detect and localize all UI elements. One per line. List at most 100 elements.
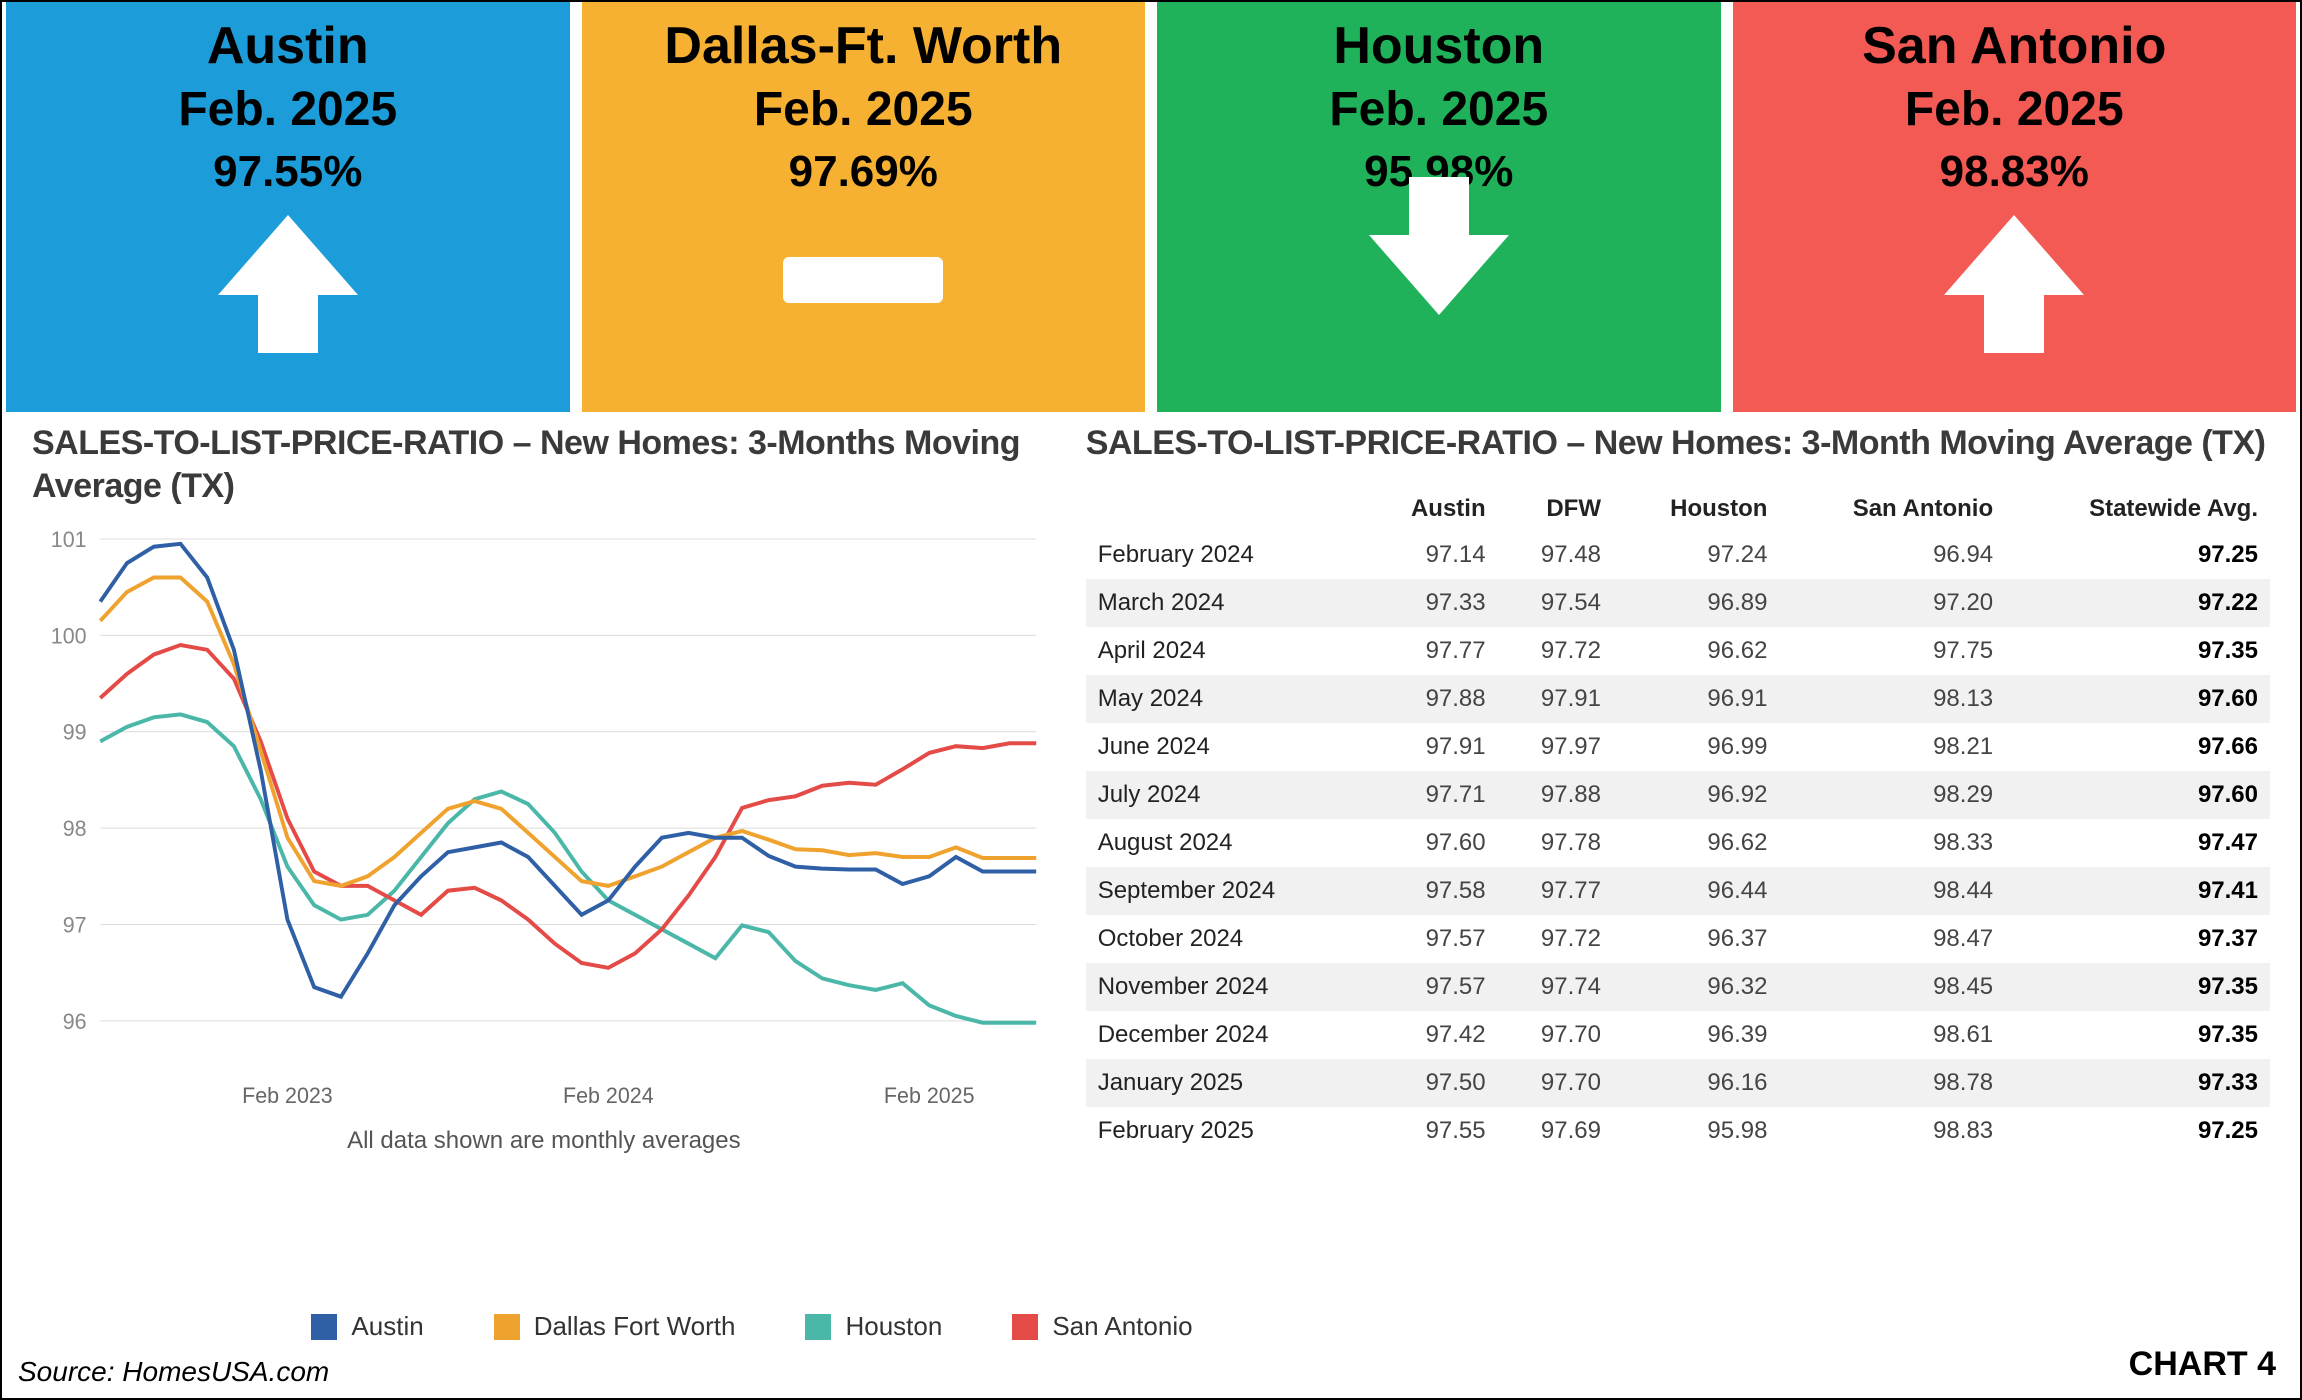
table-cell: 97.35: [2005, 627, 2270, 675]
table-cell: 96.62: [1613, 627, 1779, 675]
svg-text:Feb 2024: Feb 2024: [563, 1083, 654, 1108]
table-cell: 97.33: [2005, 1059, 2270, 1107]
table-col-header: Austin: [1362, 487, 1497, 531]
stat-card-houston: Houston Feb. 2025 95.98%: [1157, 2, 1721, 412]
table-col-header: DFW: [1498, 487, 1613, 531]
table-cell: 97.60: [2005, 771, 2270, 819]
table-cell: February 2025: [1086, 1107, 1363, 1155]
svg-text:96: 96: [63, 1009, 87, 1034]
table-row: August 202497.6097.7896.6298.3397.47: [1086, 819, 2270, 867]
table-cell: 96.44: [1613, 867, 1779, 915]
table-cell: 97.41: [2005, 867, 2270, 915]
card-period: Feb. 2025: [582, 82, 1146, 137]
source-attribution: Source: HomesUSA.com: [18, 1356, 329, 1388]
table-cell: August 2024: [1086, 819, 1363, 867]
table-cell: 97.69: [1498, 1107, 1613, 1155]
table-row: December 202497.4297.7096.3998.6197.35: [1086, 1011, 2270, 1059]
chart-number-label: CHART 4: [2129, 1345, 2276, 1384]
table-cell: 97.14: [1362, 531, 1497, 579]
table-cell: 97.78: [1498, 819, 1613, 867]
table-cell: 97.72: [1498, 627, 1613, 675]
legend-label: Austin: [351, 1311, 423, 1342]
card-value: 97.69%: [582, 147, 1146, 197]
legend-item: San Antonio: [1012, 1311, 1192, 1342]
table-cell: 96.37: [1613, 915, 1779, 963]
table-cell: 96.16: [1613, 1059, 1779, 1107]
stat-card-sanantonio: San Antonio Feb. 2025 98.83%: [1733, 2, 2297, 412]
table-cell: 96.89: [1613, 579, 1779, 627]
card-period: Feb. 2025: [1733, 82, 2297, 137]
svg-text:97: 97: [63, 912, 87, 937]
table-cell: March 2024: [1086, 579, 1363, 627]
table-cell: 97.72: [1498, 915, 1613, 963]
table-cell: 97.22: [2005, 579, 2270, 627]
table-header-row: AustinDFWHoustonSan AntonioStatewide Avg…: [1086, 487, 2270, 531]
table-cell: 97.42: [1362, 1011, 1497, 1059]
table-cell: 97.54: [1498, 579, 1613, 627]
table-cell: December 2024: [1086, 1011, 1363, 1059]
table-cell: 97.88: [1498, 771, 1613, 819]
table-col-header: Houston: [1613, 487, 1779, 531]
table-row: October 202497.5797.7296.3798.4797.37: [1086, 915, 2270, 963]
table-col-header: Statewide Avg.: [2005, 487, 2270, 531]
table-cell: April 2024: [1086, 627, 1363, 675]
table-row: July 202497.7197.8896.9298.2997.60: [1086, 771, 2270, 819]
table-cell: 97.77: [1498, 867, 1613, 915]
legend-swatch-icon: [1012, 1314, 1038, 1340]
table-col-header: [1086, 487, 1363, 531]
table-cell: 97.66: [2005, 723, 2270, 771]
table-cell: 97.91: [1362, 723, 1497, 771]
table-cell: 97.74: [1498, 963, 1613, 1011]
table-row: February 202597.5597.6995.9898.8397.25: [1086, 1107, 2270, 1155]
table-cell: February 2024: [1086, 531, 1363, 579]
chart-title: SALES-TO-LIST-PRICE-RATIO – New Homes: 3…: [32, 422, 1056, 507]
table-cell: 97.75: [1779, 627, 2005, 675]
table-cell: 97.57: [1362, 963, 1497, 1011]
table-cell: 96.91: [1613, 675, 1779, 723]
page: Austin Feb. 2025 97.55% Dallas-Ft. Worth…: [0, 0, 2302, 1400]
table-cell: January 2025: [1086, 1059, 1363, 1107]
table-cell: 96.62: [1613, 819, 1779, 867]
table-cell: 97.35: [2005, 1011, 2270, 1059]
table-cell: 97.71: [1362, 771, 1497, 819]
legend-label: Houston: [845, 1311, 942, 1342]
legend-swatch-icon: [311, 1314, 337, 1340]
table-cell: 97.50: [1362, 1059, 1497, 1107]
legend-item: Dallas Fort Worth: [494, 1311, 736, 1342]
table-row: May 202497.8897.9196.9198.1397.60: [1086, 675, 2270, 723]
legend-item: Houston: [805, 1311, 942, 1342]
stat-cards-row: Austin Feb. 2025 97.55% Dallas-Ft. Worth…: [2, 2, 2300, 412]
card-city: Austin: [6, 16, 570, 76]
table-cell: 97.91: [1498, 675, 1613, 723]
table-cell: 97.25: [2005, 531, 2270, 579]
table-cell: 97.35: [2005, 963, 2270, 1011]
table-cell: 98.78: [1779, 1059, 2005, 1107]
svg-text:99: 99: [63, 719, 87, 744]
card-period: Feb. 2025: [6, 82, 570, 137]
table-cell: 97.70: [1498, 1011, 1613, 1059]
table-cell: May 2024: [1086, 675, 1363, 723]
chart-panel: SALES-TO-LIST-PRICE-RATIO – New Homes: 3…: [32, 422, 1056, 1386]
table-cell: 97.77: [1362, 627, 1497, 675]
table-cell: 98.13: [1779, 675, 2005, 723]
legend-swatch-icon: [494, 1314, 520, 1340]
table-cell: 98.45: [1779, 963, 2005, 1011]
table-cell: 98.33: [1779, 819, 2005, 867]
table-cell: 97.55: [1362, 1107, 1497, 1155]
stat-card-dfw: Dallas-Ft. Worth Feb. 2025 97.69%: [582, 2, 1146, 412]
table-row: April 202497.7797.7296.6297.7597.35: [1086, 627, 2270, 675]
table-cell: July 2024: [1086, 771, 1363, 819]
card-city: Dallas-Ft. Worth: [582, 16, 1146, 76]
card-value: 97.55%: [6, 147, 570, 197]
table-cell: 98.47: [1779, 915, 2005, 963]
table-cell: 96.39: [1613, 1011, 1779, 1059]
table-row: March 202497.3397.5496.8997.2097.22: [1086, 579, 2270, 627]
table-cell: 97.60: [1362, 819, 1497, 867]
table-cell: 97.88: [1362, 675, 1497, 723]
table-body: February 202497.1497.4897.2496.9497.25Ma…: [1086, 531, 2270, 1155]
table-row: June 202497.9197.9796.9998.2197.66: [1086, 723, 2270, 771]
table-col-header: San Antonio: [1779, 487, 2005, 531]
arrow-up-icon: [1733, 215, 2297, 295]
table-cell: 97.60: [2005, 675, 2270, 723]
table-cell: 97.47: [2005, 819, 2270, 867]
